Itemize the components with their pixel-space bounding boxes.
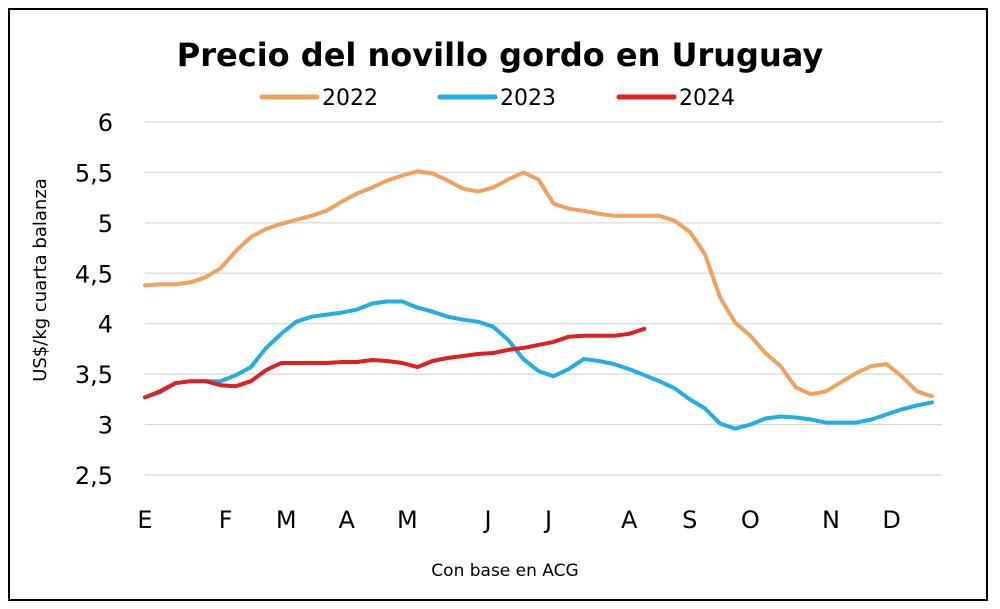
- x-tick-label: A: [339, 506, 356, 534]
- legend: 2022 2023 2024: [259, 86, 735, 111]
- x-tick-label: J: [482, 506, 491, 534]
- x-tick-label: F: [219, 506, 233, 534]
- y-tick-label: 4,5: [75, 260, 113, 288]
- gridlines: [145, 121, 942, 476]
- y-tick-label: 5,5: [75, 159, 113, 187]
- y-tick-label: 4: [98, 311, 113, 339]
- x-tick-label: A: [621, 506, 638, 534]
- y-tick-label: 5: [98, 210, 113, 238]
- y-axis-label: US$/kg cuarta balanza: [30, 178, 51, 382]
- x-tick-label: M: [397, 506, 418, 534]
- series-lines: [143, 169, 934, 431]
- legend-label: 2024: [679, 86, 735, 111]
- source-note: Con base en ACG: [431, 561, 578, 581]
- x-tick-label: J: [543, 506, 552, 534]
- series-line-2024: [143, 326, 647, 400]
- x-tick-label: D: [882, 506, 900, 534]
- x-tick-label: M: [276, 506, 297, 534]
- y-tick-label: 6: [98, 109, 113, 137]
- y-tick-label: 3,5: [75, 361, 113, 389]
- y-axis-ticks: 2,5 3 3,5 4 4,5 5 5,5 6: [75, 109, 113, 490]
- series-line-2022: [143, 169, 934, 399]
- x-tick-label: S: [682, 506, 697, 534]
- legend-label: 2022: [322, 86, 378, 111]
- y-tick-label: 2,5: [75, 462, 113, 490]
- x-tick-label: N: [822, 506, 840, 534]
- x-tick-label: E: [137, 506, 152, 534]
- x-tick-label: O: [741, 506, 760, 534]
- chart-title: Precio del novillo gordo en Uruguay: [177, 36, 824, 74]
- legend-label: 2023: [500, 86, 556, 111]
- y-tick-label: 3: [98, 412, 113, 440]
- chart-frame: [8, 8, 988, 601]
- series-line-2023: [143, 299, 934, 431]
